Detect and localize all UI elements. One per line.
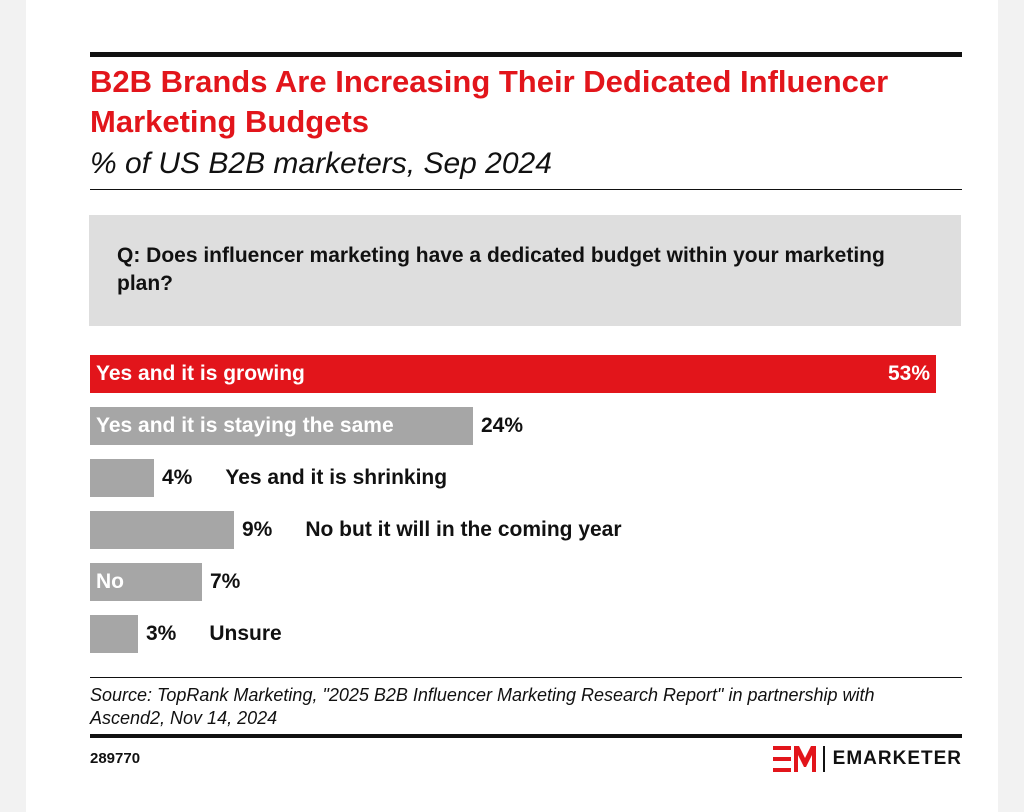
value-label-2: 4% <box>162 466 193 489</box>
chart-id: 289770 <box>90 750 141 767</box>
value-label-3: 9% <box>242 518 273 541</box>
chart-title: B2B Brands Are Increasing Their Dedicate… <box>90 64 889 139</box>
bar-2 <box>90 459 154 497</box>
category-label-5: Unsure <box>209 622 282 645</box>
source-note: Source: TopRank Marketing, "2025 B2B Inf… <box>90 685 875 728</box>
bar-0 <box>90 355 936 393</box>
question-text: Q: Does influencer marketing have a dedi… <box>117 244 885 295</box>
category-label-3: No but it will in the coming year <box>305 518 622 541</box>
bar-5 <box>90 615 138 653</box>
category-label-4: No <box>96 570 124 593</box>
chart-subtitle: % of US B2B marketers, Sep 2024 <box>90 147 552 180</box>
value-label-4: 7% <box>210 570 241 593</box>
value-label-1: 24% <box>481 414 524 437</box>
source-rule <box>90 677 962 678</box>
value-label-5: 3% <box>146 622 177 645</box>
question-box: Q: Does influencer marketing have a dedi… <box>89 215 961 326</box>
category-label-0: Yes and it is growing <box>96 362 305 385</box>
subtitle-rule <box>90 189 962 190</box>
bar-1 <box>90 407 473 445</box>
bar-3 <box>90 511 234 549</box>
brand-name: EMARKETER <box>832 748 962 769</box>
value-label-0: 53% <box>887 362 930 385</box>
logo-divider <box>822 746 825 772</box>
bar-chart: Yes and it is growing 53% Yes and it is st… <box>26 0 998 812</box>
bar-4 <box>90 563 202 601</box>
top-rule <box>90 52 962 57</box>
category-label-2: Yes and it is shrinking <box>225 466 448 489</box>
bottom-rule <box>90 734 962 738</box>
category-label-1: Yes and it is staying the same <box>96 414 394 437</box>
chart-card: B2B Brands Are Increasing Their Dedicate… <box>26 0 998 812</box>
em-logo-icon <box>772 746 816 772</box>
emarketer-logo: EMARKETER <box>772 744 962 774</box>
